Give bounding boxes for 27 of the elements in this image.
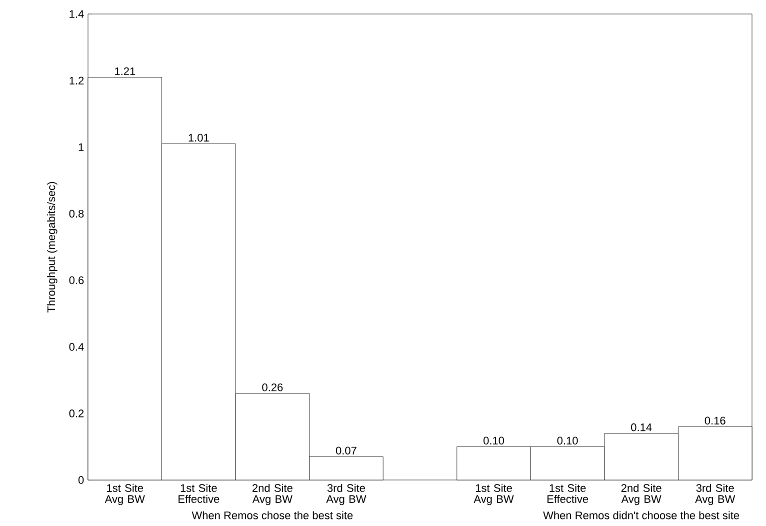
y-tick-label: 1.4 — [70, 10, 84, 18]
x-tick-label: 2nd Site Avg BW — [252, 484, 292, 506]
text: When Remos chose the best site — [192, 511, 353, 520]
y-tick-label: 1.2 — [70, 76, 84, 84]
x-tick-label: 3rd Site Avg BW — [695, 484, 736, 506]
x-tick-label: 2nd Site Avg BW — [621, 484, 662, 506]
y-tick-label: 0.8 — [69, 210, 84, 218]
y-tick-label: 0.4 — [69, 342, 84, 351]
y-axis-title: Throughput (megabits/sec) — [47, 182, 58, 312]
x-tick-label: 3rd Site Avg BW — [326, 484, 366, 506]
data-label: 1.21 — [115, 67, 136, 76]
data-label: 0.16 — [704, 416, 726, 425]
data-label: 0.10 — [484, 436, 504, 444]
y-tick-label: 0 — [78, 476, 84, 484]
x-tick-label: 1st Site Effective — [547, 484, 588, 503]
y-tick-label: 1 — [78, 143, 84, 151]
data-label: 0.10 — [557, 436, 578, 444]
y-tick-label: 0.2 — [69, 410, 84, 418]
data-label: 0.07 — [336, 446, 356, 454]
x-tick-label: 1st Site Effective — [178, 484, 220, 503]
data-label: 0.14 — [631, 423, 652, 432]
text: When Remos didn't choose the best site — [543, 511, 740, 520]
x-tick-label: 1st Site Avg BW — [474, 484, 514, 506]
x-tick-label: 1st Site Avg BW — [104, 484, 145, 506]
data-label: 1.01 — [188, 134, 209, 142]
y-tick-label: 0.6 — [69, 276, 84, 284]
data-label: 0.26 — [262, 383, 283, 392]
